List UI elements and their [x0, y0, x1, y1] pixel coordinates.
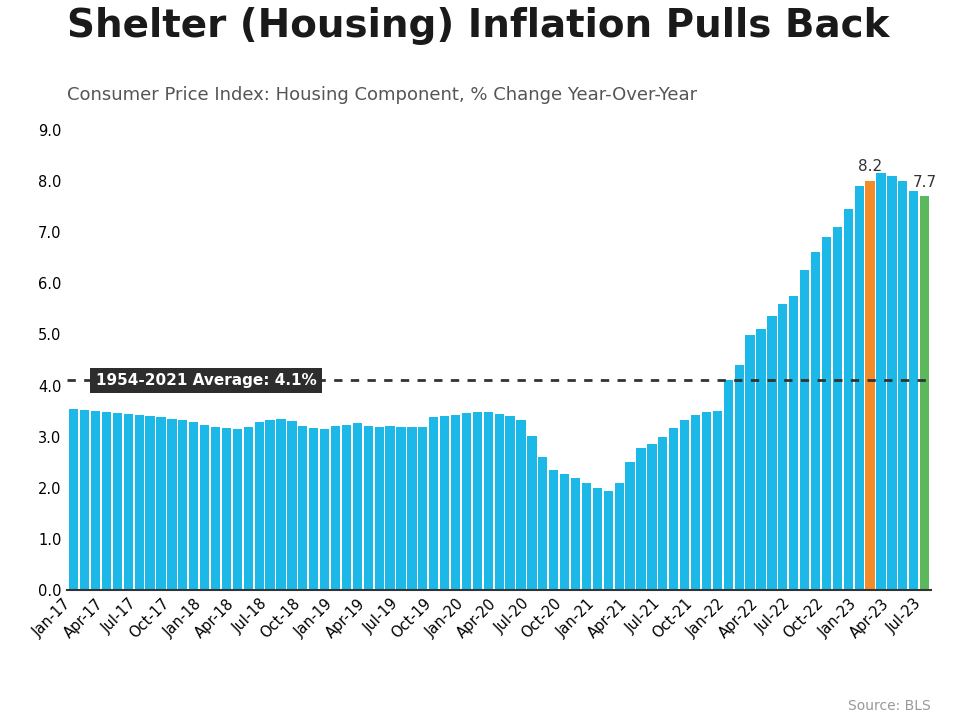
- Bar: [419, 426, 427, 590]
- Bar: [669, 428, 679, 590]
- Bar: [844, 209, 852, 590]
- Bar: [560, 474, 569, 590]
- Bar: [134, 415, 144, 590]
- Bar: [222, 428, 231, 590]
- Bar: [822, 237, 831, 590]
- Bar: [69, 409, 79, 590]
- Bar: [352, 423, 362, 590]
- Bar: [364, 426, 372, 590]
- Bar: [156, 418, 166, 590]
- Bar: [244, 426, 252, 590]
- Bar: [266, 420, 275, 590]
- Bar: [746, 336, 755, 590]
- Bar: [614, 483, 624, 590]
- Bar: [549, 470, 559, 590]
- Bar: [179, 420, 187, 590]
- Bar: [484, 413, 492, 590]
- Bar: [811, 253, 820, 590]
- Bar: [691, 415, 700, 590]
- Bar: [200, 425, 209, 590]
- Bar: [146, 416, 155, 590]
- Bar: [767, 317, 777, 590]
- Bar: [712, 411, 722, 590]
- Bar: [494, 414, 504, 590]
- Bar: [734, 365, 744, 590]
- Bar: [582, 483, 591, 590]
- Bar: [571, 478, 580, 590]
- Bar: [866, 181, 875, 590]
- Bar: [832, 227, 842, 590]
- Bar: [680, 420, 689, 590]
- Text: Consumer Price Index: Housing Component, % Change Year-Over-Year: Consumer Price Index: Housing Component,…: [67, 86, 697, 104]
- Text: Source: BLS: Source: BLS: [849, 699, 931, 713]
- Bar: [374, 426, 384, 590]
- Bar: [724, 380, 732, 590]
- Bar: [254, 423, 264, 590]
- Bar: [309, 428, 319, 590]
- Bar: [887, 176, 897, 590]
- Bar: [909, 191, 919, 590]
- Bar: [429, 418, 439, 590]
- Bar: [211, 426, 220, 590]
- Bar: [407, 426, 417, 590]
- Bar: [626, 462, 635, 590]
- Bar: [636, 448, 646, 590]
- Bar: [320, 429, 329, 590]
- Bar: [472, 413, 482, 590]
- Bar: [386, 426, 395, 590]
- Bar: [854, 186, 864, 590]
- Bar: [102, 412, 111, 590]
- Bar: [876, 173, 886, 590]
- Bar: [342, 425, 351, 590]
- Bar: [756, 329, 766, 590]
- Bar: [396, 426, 406, 590]
- Bar: [451, 415, 460, 590]
- Bar: [702, 413, 711, 590]
- Bar: [112, 413, 122, 590]
- Text: Shelter (Housing) Inflation Pulls Back: Shelter (Housing) Inflation Pulls Back: [67, 7, 890, 45]
- Text: 7.7: 7.7: [913, 174, 937, 189]
- Bar: [91, 411, 100, 590]
- Bar: [516, 420, 526, 590]
- Bar: [506, 416, 515, 590]
- Bar: [920, 196, 929, 590]
- Bar: [899, 181, 907, 590]
- Bar: [287, 421, 297, 590]
- Bar: [167, 419, 177, 590]
- Bar: [789, 296, 799, 590]
- Bar: [440, 416, 449, 590]
- Bar: [189, 423, 199, 590]
- Bar: [124, 414, 132, 590]
- Bar: [659, 437, 667, 590]
- Bar: [592, 488, 602, 590]
- Bar: [527, 436, 537, 590]
- Bar: [299, 426, 307, 590]
- Bar: [462, 413, 471, 590]
- Bar: [232, 428, 242, 590]
- Text: 1954-2021 Average: 4.1%: 1954-2021 Average: 4.1%: [96, 373, 316, 388]
- Bar: [331, 426, 340, 590]
- Bar: [647, 444, 657, 590]
- Bar: [800, 271, 809, 590]
- Bar: [80, 410, 89, 590]
- Bar: [276, 419, 286, 590]
- Text: 8.2: 8.2: [858, 159, 882, 174]
- Bar: [604, 490, 612, 590]
- Bar: [539, 457, 547, 590]
- Bar: [779, 304, 787, 590]
